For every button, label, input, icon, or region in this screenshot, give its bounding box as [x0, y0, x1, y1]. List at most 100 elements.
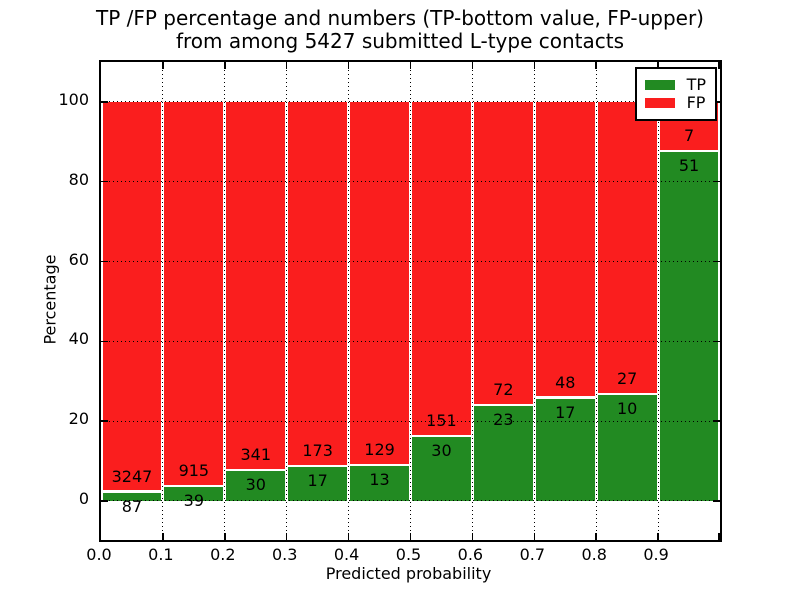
y-tick-mark: [101, 340, 108, 342]
gridline-horizontal: [101, 420, 720, 422]
bar-segment-tp: [535, 396, 595, 501]
x-tick-label: 0.8: [581, 545, 607, 564]
y-tick-mark: [101, 260, 108, 263]
y-tick-mark: [101, 180, 108, 183]
x-tick-mark: [657, 62, 659, 69]
tp-count-label: 17: [555, 402, 576, 422]
bar-segment-fp: [226, 101, 286, 469]
gridline-horizontal: [101, 340, 720, 342]
bar-segment-tp: [164, 484, 224, 501]
y-tick-mark: [101, 500, 108, 502]
tp-count-label: 10: [616, 399, 638, 419]
fp-count-label: 151: [426, 410, 457, 430]
bar-segment-tp: [597, 393, 657, 501]
x-tick-mark: [285, 62, 288, 69]
bar-segment-fp: [102, 101, 162, 491]
fp-count-label: 7: [683, 126, 695, 146]
x-tick-label: 0.9: [643, 545, 669, 564]
bar-segment-fp: [535, 101, 595, 397]
bar-segment-tp: [412, 434, 471, 501]
x-tick-mark: [347, 62, 350, 69]
x-tick-label: 0.3: [271, 545, 298, 564]
y-tick-mark: [713, 260, 720, 263]
fp-count-label: 173: [302, 441, 333, 461]
gridline-vertical: [286, 62, 288, 540]
x-tick-mark: [409, 533, 412, 540]
bar-segment-tp: [350, 464, 409, 501]
legend-label-tp: TP: [686, 75, 706, 94]
x-tick-mark: [471, 533, 474, 540]
x-tick-mark: [347, 533, 350, 540]
x-tick-mark: [657, 533, 659, 540]
gridline-vertical: [410, 62, 411, 540]
gridline-vertical: [657, 62, 659, 540]
tp-count-label: 17: [307, 471, 328, 491]
bar-segment-fp: [164, 101, 224, 485]
x-tick-label: 0.7: [519, 545, 546, 564]
y-tick-label: 80: [68, 169, 89, 189]
legend-row-fp: FP: [644, 93, 706, 112]
y-tick-mark: [713, 420, 720, 422]
bar-segment-tp: [288, 465, 348, 501]
fp-count-label: 341: [240, 444, 272, 464]
x-tick-label: 0.5: [395, 545, 422, 564]
gridline-vertical: [595, 62, 597, 540]
tp-count-label: 13: [369, 470, 390, 490]
chart-title-line2: from among 5427 submitted L-type contact…: [175, 29, 625, 53]
bar-segment-fp: [597, 101, 657, 394]
x-tick-mark: [718, 62, 720, 69]
x-tick-mark: [595, 533, 597, 540]
y-tick-mark: [713, 500, 720, 502]
chart-title: TP /FP percentage and numbers (TP-bottom…: [0, 7, 800, 53]
x-tick-label: 0.0: [86, 545, 112, 564]
x-tick-label: 0.1: [148, 545, 174, 564]
legend-label-fp: FP: [686, 93, 706, 112]
x-tick-label: 0.6: [457, 545, 484, 564]
x-tick-label: 0.4: [333, 545, 360, 564]
fp-count-label: 915: [178, 460, 210, 480]
chart-title-line1: TP /FP percentage and numbers (TP-bottom…: [96, 6, 704, 30]
x-tick-mark: [471, 62, 474, 69]
y-tick-label: 0: [78, 488, 89, 508]
x-tick-mark: [595, 62, 597, 69]
legend: TP FP: [634, 67, 717, 121]
y-tick-mark: [713, 340, 720, 342]
x-tick-mark: [162, 533, 164, 540]
gridline-vertical: [224, 62, 226, 540]
tp-count-label: 30: [431, 440, 452, 460]
y-tick-mark: [713, 180, 720, 183]
gridline-vertical: [533, 62, 535, 540]
tp-count-label: 51: [678, 156, 700, 176]
x-axis-label: Predicted probability: [325, 564, 492, 583]
x-tick-mark: [162, 62, 164, 69]
bar-segment-fp: [473, 101, 533, 405]
gridline-horizontal: [101, 101, 720, 103]
legend-row-tp: TP: [644, 75, 706, 94]
legend-swatch-tp-icon: [644, 80, 675, 90]
gridline-horizontal: [101, 181, 720, 183]
x-tick-mark: [533, 62, 536, 69]
gridline-horizontal: [101, 500, 720, 502]
x-tick-mark: [224, 62, 226, 69]
x-tick-mark: [285, 533, 288, 540]
fp-count-label: 129: [364, 440, 395, 460]
gridline-vertical: [471, 62, 473, 540]
gridline-vertical: [162, 62, 164, 540]
x-tick-label: 0.2: [210, 545, 236, 564]
bar-segment-tp: [102, 490, 162, 501]
bar-segment-tp: [473, 404, 533, 501]
y-axis-label: Percentage: [40, 254, 60, 345]
legend-swatch-fp-icon: [644, 98, 675, 108]
fp-count-label: 27: [616, 369, 638, 389]
bar-segment-fp: [412, 101, 471, 435]
tp-count-label: 30: [245, 474, 266, 494]
bar-segment-fp: [350, 101, 409, 465]
bar-segment-fp: [288, 101, 348, 466]
fp-count-label: 72: [493, 380, 514, 400]
x-tick-mark: [533, 533, 536, 540]
x-tick-mark: [224, 533, 226, 540]
tp-count-label: 39: [183, 490, 205, 510]
fp-count-label: 3247: [111, 466, 153, 486]
bar-segment-tp: [226, 468, 286, 501]
gridline-vertical: [348, 62, 350, 540]
